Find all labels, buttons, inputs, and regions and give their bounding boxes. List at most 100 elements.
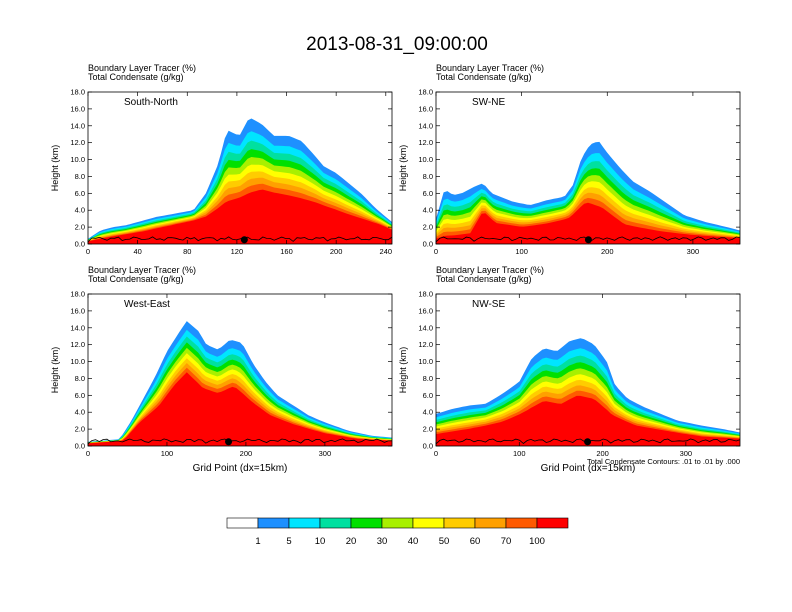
x-axis-label: Grid Point (dx=15km) <box>541 463 636 474</box>
section-label: South-North <box>124 97 178 108</box>
y-tick-label: 16.0 <box>70 306 85 315</box>
panel-subtitle-condensate: Total Condensate (g/kg) <box>88 274 184 284</box>
x-tick-label: 100 <box>161 449 174 458</box>
tracer-field <box>88 321 392 446</box>
y-tick-label: 14.0 <box>418 323 433 332</box>
y-tick-label: 4.0 <box>423 206 433 215</box>
tracer-band-10 <box>436 202 740 244</box>
x-tick-label: 300 <box>680 449 693 458</box>
tracer-band-10 <box>88 189 392 244</box>
colorbar-label: 20 <box>346 536 357 547</box>
x-tick-label: 240 <box>380 247 393 256</box>
panel-subtitle-tracer: Boundary Layer Tracer (%) <box>436 63 544 73</box>
colorbar-label: 10 <box>315 536 326 547</box>
x-tick-label: 300 <box>319 449 332 458</box>
y-tick-label: 18.0 <box>70 88 85 97</box>
y-tick-label: 6.0 <box>75 189 85 198</box>
colorbar-label: 1 <box>255 536 260 547</box>
x-tick-label: 200 <box>330 247 343 256</box>
colorbar-swatch <box>381 517 414 529</box>
y-tick-label: 0.0 <box>423 240 433 249</box>
panel-subtitle-condensate: Total Condensate (g/kg) <box>436 274 532 284</box>
y-tick-label: 12.0 <box>418 138 433 147</box>
y-tick-label: 8.0 <box>423 172 433 181</box>
x-tick-label: 160 <box>280 247 293 256</box>
panel-subtitle-tracer: Boundary Layer Tracer (%) <box>88 265 196 275</box>
panel-2: Boundary Layer Tracer (%)Total Condensat… <box>398 63 741 256</box>
section-label: SW-NE <box>472 97 505 108</box>
y-tick-label: 6.0 <box>423 391 433 400</box>
x-tick-label: 200 <box>601 247 614 256</box>
x-tick-label: 100 <box>513 449 526 458</box>
colorbar-swatch <box>226 517 259 529</box>
x-tick-label: 100 <box>515 247 528 256</box>
y-axis-label: Height (km) <box>398 145 408 192</box>
colorbar-label: 40 <box>408 536 419 547</box>
contour-note: Total Condensate Contours: .01 to .01 by… <box>587 457 740 466</box>
panel-1: Boundary Layer Tracer (%)Total Condensat… <box>50 63 393 256</box>
colorbar-swatch <box>288 517 321 529</box>
colorbar-label: 100 <box>529 536 545 547</box>
y-tick-label: 0.0 <box>423 442 433 451</box>
y-tick-label: 16.0 <box>418 306 433 315</box>
y-tick-label: 4.0 <box>75 408 85 417</box>
y-tick-label: 8.0 <box>423 374 433 383</box>
colorbar-label: 30 <box>377 536 388 547</box>
colorbar: 1 5 10 20 30 40 50 60 70 100 <box>226 517 569 547</box>
colorbar-label: 5 <box>286 536 291 547</box>
tracer-field <box>88 118 392 244</box>
colorbar-label: 50 <box>439 536 450 547</box>
y-axis-label: Height (km) <box>50 145 60 192</box>
colorbar-swatch <box>257 517 290 529</box>
y-tick-label: 10.0 <box>70 357 85 366</box>
plot-frame <box>435 293 741 447</box>
colorbar-swatch <box>505 517 538 529</box>
x-tick-label: 0 <box>86 247 90 256</box>
plot-frame <box>87 91 393 245</box>
y-tick-label: 16.0 <box>418 104 433 113</box>
y-tick-label: 2.0 <box>75 223 85 232</box>
y-tick-label: 18.0 <box>418 290 433 299</box>
y-tick-label: 0.0 <box>75 442 85 451</box>
plot-frame <box>435 91 741 245</box>
y-tick-label: 6.0 <box>423 189 433 198</box>
tracer-band-10 <box>436 395 740 446</box>
panel-subtitle-condensate: Total Condensate (g/kg) <box>88 72 184 82</box>
y-tick-label: 14.0 <box>70 121 85 130</box>
y-tick-label: 12.0 <box>70 138 85 147</box>
panels-group: Boundary Layer Tracer (%)Total Condensat… <box>50 63 741 474</box>
y-tick-label: 4.0 <box>75 206 85 215</box>
panel-subtitle-tracer: Boundary Layer Tracer (%) <box>88 63 196 73</box>
figure-title: 2013-08-31_09:00:00 <box>306 34 488 55</box>
panel-subtitle-tracer: Boundary Layer Tracer (%) <box>436 265 544 275</box>
y-tick-label: 18.0 <box>418 88 433 97</box>
colorbar-swatch <box>536 517 569 529</box>
y-tick-label: 10.0 <box>418 155 433 164</box>
x-tick-label: 200 <box>596 449 609 458</box>
location-marker <box>240 236 248 244</box>
x-tick-label: 200 <box>240 449 253 458</box>
y-tick-label: 14.0 <box>70 323 85 332</box>
tracer-field <box>436 141 740 244</box>
y-tick-label: 12.0 <box>418 340 433 349</box>
tracer-field <box>436 338 740 446</box>
location-marker <box>584 438 592 446</box>
terrain-line <box>88 438 392 445</box>
y-tick-label: 14.0 <box>418 121 433 130</box>
colorbar-label: 70 <box>501 536 512 547</box>
y-tick-label: 10.0 <box>418 357 433 366</box>
y-tick-label: 2.0 <box>423 425 433 434</box>
location-marker <box>584 236 592 244</box>
plot-frame <box>87 293 393 447</box>
section-label: NW-SE <box>472 299 505 310</box>
x-axis-label: Grid Point (dx=15km) <box>193 463 288 474</box>
x-tick-label: 0 <box>434 247 438 256</box>
colorbar-swatch <box>412 517 445 529</box>
colorbar-swatch <box>350 517 383 529</box>
x-tick-label: 300 <box>687 247 700 256</box>
y-tick-label: 12.0 <box>70 340 85 349</box>
section-label: West-East <box>124 299 170 310</box>
x-tick-label: 0 <box>86 449 90 458</box>
location-marker <box>225 438 233 446</box>
y-tick-label: 2.0 <box>423 223 433 232</box>
